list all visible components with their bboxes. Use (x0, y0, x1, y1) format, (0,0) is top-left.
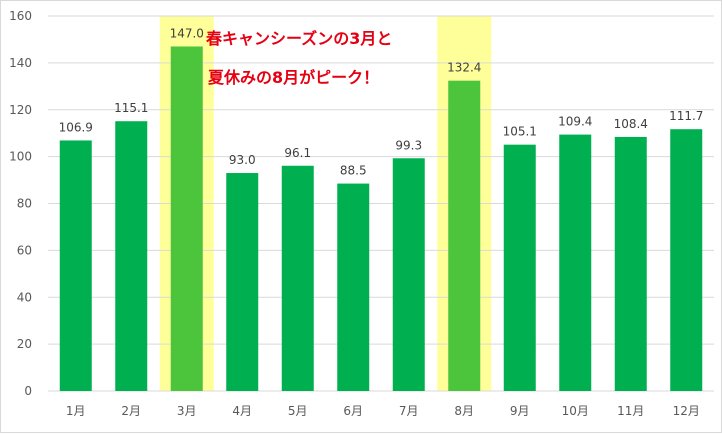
x-tick-label: 6月 (343, 404, 363, 418)
y-tick-label: 80 (17, 197, 32, 211)
annotation-line-2: 夏休みの8月がピーク！ (207, 68, 379, 87)
data-label: 88.5 (340, 164, 367, 178)
bar (559, 134, 592, 391)
x-tick-label: 5月 (288, 404, 308, 418)
data-label: 109.4 (558, 115, 592, 129)
x-tick-label: 4月 (232, 404, 252, 418)
bar (59, 140, 92, 391)
y-tick-label: 140 (9, 56, 32, 70)
y-tick-label: 60 (17, 243, 32, 257)
bar (337, 183, 370, 391)
x-tick-label: 11月 (617, 404, 644, 418)
y-axis-ticks: 0 20 40 60 80 100 120 140 160 (9, 9, 32, 398)
y-tick-label: 160 (9, 9, 32, 23)
data-labels: 106.9 115.1 147.0 93.0 96.1 88.5 99.3 132.4 105.… (59, 26, 704, 177)
bar (392, 158, 425, 391)
y-tick-label: 40 (17, 290, 32, 304)
bar (670, 129, 703, 391)
bar (448, 80, 481, 391)
data-label: 96.1 (284, 146, 311, 160)
data-label: 106.9 (59, 120, 93, 134)
data-label: 99.3 (395, 138, 422, 152)
bars (59, 46, 703, 391)
data-label: 132.4 (447, 61, 481, 75)
bar (503, 144, 536, 391)
y-tick-label: 120 (9, 103, 32, 117)
x-tick-label: 10月 (562, 404, 589, 418)
bar (614, 136, 647, 391)
bar (115, 121, 148, 391)
data-label: 105.1 (503, 125, 537, 139)
x-tick-label: 9月 (510, 404, 530, 418)
x-tick-label: 12月 (673, 404, 700, 418)
annotation-line-1: 春キャンシーズンの3月と (205, 29, 392, 48)
data-label: 111.7 (669, 109, 703, 123)
bar (226, 173, 259, 391)
x-tick-label: 7月 (399, 404, 419, 418)
x-tick-label: 3月 (177, 404, 197, 418)
data-label: 93.0 (229, 153, 256, 167)
x-tick-label: 2月 (121, 404, 141, 418)
gridlines (48, 15, 714, 392)
y-tick-label: 100 (9, 150, 32, 164)
x-tick-label: 8月 (454, 404, 474, 418)
data-label: 147.0 (170, 26, 204, 40)
bar (170, 46, 203, 391)
data-label: 108.4 (614, 117, 648, 131)
x-axis-ticks: 1月 2月 3月 4月 5月 6月 7月 8月 9月 10月 11月 12月 (66, 404, 700, 418)
bar (281, 165, 314, 391)
y-tick-label: 0 (24, 384, 32, 398)
x-tick-label: 1月 (66, 404, 86, 418)
y-tick-label: 20 (17, 337, 32, 351)
data-label: 115.1 (114, 101, 148, 115)
